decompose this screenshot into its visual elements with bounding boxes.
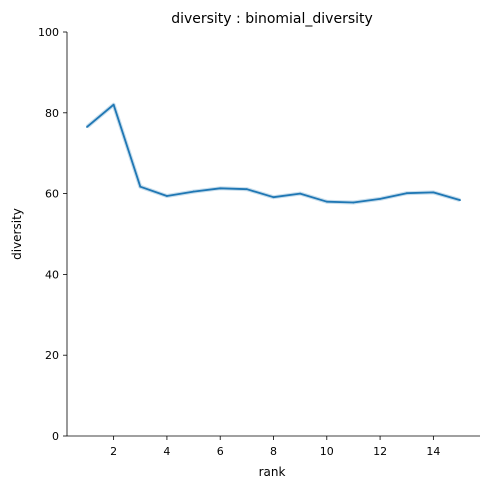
y-axis-ticks: 0 20 40 60 80 100 [38, 26, 67, 443]
data-point [432, 191, 435, 194]
data-point [166, 195, 168, 197]
x-axis-ticks: 2 4 6 8 10 12 14 [110, 436, 440, 458]
data-point [405, 192, 408, 195]
data-point [86, 126, 88, 128]
data-point [139, 185, 142, 188]
chart-title: diversity : binomial_diversity [171, 11, 373, 27]
y-tick-label: 0 [52, 430, 59, 443]
series-line [86, 103, 461, 204]
x-tick-label: 4 [163, 445, 170, 458]
data-point [112, 103, 115, 106]
data-point [352, 201, 355, 204]
x-tick-label: 12 [373, 445, 387, 458]
x-axis-label: rank [259, 465, 286, 479]
data-point [299, 192, 302, 195]
data-point [219, 187, 222, 190]
data-point [245, 188, 248, 191]
y-axis-label: diversity [10, 208, 24, 260]
x-tick-label: 6 [217, 445, 224, 458]
data-point [192, 190, 195, 193]
data-point [272, 196, 275, 199]
y-tick-label: 100 [38, 26, 59, 39]
x-tick-label: 14 [426, 445, 440, 458]
y-tick-label: 60 [45, 188, 59, 201]
x-tick-label: 10 [320, 445, 334, 458]
data-point [379, 197, 381, 200]
x-tick-label: 8 [270, 445, 277, 458]
series-layer [85, 102, 461, 205]
x-tick-label: 2 [110, 445, 117, 458]
y-tick-label: 40 [45, 268, 59, 281]
y-tick-label: 20 [45, 349, 59, 362]
data-point [459, 199, 461, 201]
data-point [325, 200, 328, 203]
y-tick-label: 80 [45, 107, 59, 120]
